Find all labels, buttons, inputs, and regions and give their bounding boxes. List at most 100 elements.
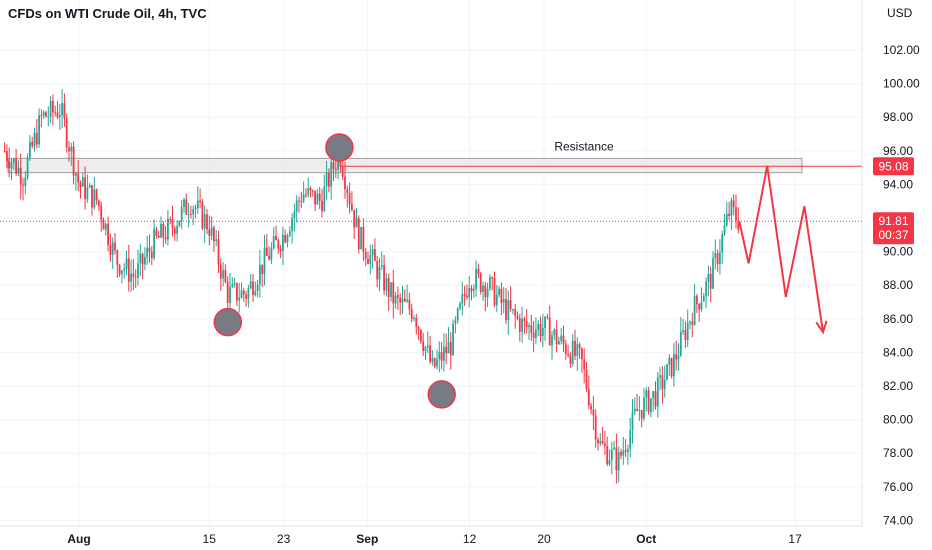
candle-body xyxy=(663,379,666,389)
candle-body xyxy=(677,355,680,360)
price-tick-label: 74.00 xyxy=(883,513,913,527)
candle-body xyxy=(539,323,542,337)
candle-body xyxy=(238,297,241,301)
candle-body xyxy=(620,452,622,456)
candle-body xyxy=(650,398,652,413)
candle-body xyxy=(176,226,178,234)
candle-body xyxy=(102,219,105,230)
candle-body xyxy=(134,276,137,278)
candle-body xyxy=(19,167,22,185)
candle-body xyxy=(364,251,367,259)
candle-body xyxy=(735,207,737,221)
candle-body xyxy=(468,288,471,298)
candle-body xyxy=(311,190,314,192)
candle-body xyxy=(362,226,365,252)
candle-body xyxy=(98,200,100,206)
candle-body xyxy=(449,341,452,356)
candle-body xyxy=(47,116,50,118)
candle-body xyxy=(54,112,57,114)
candle-body xyxy=(443,346,445,361)
candle-body xyxy=(594,415,597,440)
candle-body xyxy=(190,213,192,215)
candle-body xyxy=(22,184,24,186)
candle-body xyxy=(397,295,399,298)
candle-body xyxy=(148,247,151,252)
candle-body xyxy=(693,296,696,325)
candle-body xyxy=(196,200,199,209)
candle-body xyxy=(737,220,740,230)
candle-body xyxy=(723,225,726,235)
candle-body xyxy=(252,281,254,296)
candle-body xyxy=(445,346,448,354)
candle-body xyxy=(420,329,422,342)
price-axis-bg xyxy=(862,0,932,550)
candle-body xyxy=(26,157,29,178)
candle-body xyxy=(125,258,128,269)
annotation-layer: Resistance xyxy=(0,133,874,409)
candle-body xyxy=(604,443,606,446)
candle-body xyxy=(242,290,245,295)
candle-body xyxy=(415,317,418,328)
projection-arrowhead xyxy=(815,320,828,335)
time-axis: Aug 15 23 Sep 12 20 Oct 17 xyxy=(0,525,862,546)
candle-body xyxy=(661,375,664,389)
candle-body xyxy=(104,223,107,230)
candle-body xyxy=(17,167,20,174)
candle-body xyxy=(654,391,657,407)
candle-body xyxy=(330,162,333,187)
candle-body xyxy=(65,118,68,148)
resistance-label: Resistance xyxy=(554,139,614,153)
candle-body xyxy=(155,229,158,236)
current-price-badge-text: 91.81 xyxy=(878,214,908,228)
candle-body xyxy=(456,308,459,321)
candle-body xyxy=(454,320,457,324)
candle-body xyxy=(544,316,546,329)
time-tick-label: Oct xyxy=(636,532,656,546)
candle-body xyxy=(495,294,498,306)
candle-body xyxy=(111,242,114,255)
candle-body xyxy=(201,202,204,229)
candle-body xyxy=(328,172,330,187)
candle-body xyxy=(512,309,514,311)
candle-body xyxy=(463,293,466,296)
candle-body xyxy=(624,450,627,452)
candle-body xyxy=(84,177,86,200)
candle-body xyxy=(716,253,719,264)
candle-body xyxy=(341,166,344,177)
candle-body xyxy=(12,159,15,163)
candle-body xyxy=(277,240,280,249)
candle-body xyxy=(725,213,728,226)
candle-body xyxy=(597,439,599,444)
candle-body xyxy=(302,194,305,202)
candle-body xyxy=(562,335,565,344)
candle-body xyxy=(399,297,402,303)
candle-body xyxy=(325,172,328,187)
candle-body xyxy=(387,278,390,297)
candle-body xyxy=(31,141,34,147)
candle-body xyxy=(298,200,300,202)
candle-body xyxy=(56,112,59,118)
candle-body xyxy=(401,298,404,303)
candle-body xyxy=(180,206,183,221)
candle-body xyxy=(673,354,675,377)
candle-body xyxy=(461,293,464,304)
candle-body xyxy=(698,303,701,310)
candle-body xyxy=(537,323,540,330)
candle-body xyxy=(686,322,689,340)
candle-body xyxy=(15,159,17,174)
candle-body xyxy=(560,335,563,341)
price-tick-label: 100.00 xyxy=(883,77,920,91)
candle-body xyxy=(213,227,215,242)
candle-body xyxy=(371,249,374,256)
candle-body xyxy=(684,330,687,340)
candle-body xyxy=(353,210,356,228)
candle-body xyxy=(477,268,480,274)
candle-body xyxy=(472,288,475,292)
candle-body xyxy=(638,410,641,412)
candle-body xyxy=(346,189,349,194)
candle-body xyxy=(689,321,691,323)
candle-body xyxy=(217,239,220,265)
candle-body xyxy=(452,323,454,356)
candle-body xyxy=(601,441,604,444)
